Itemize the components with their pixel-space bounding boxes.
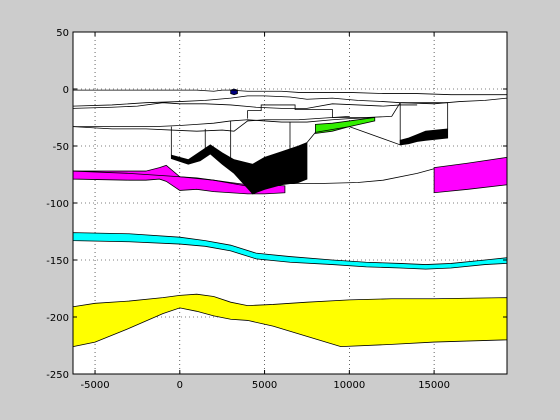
y-tick-labels: 50 0 -50 -100 -150 -200 -250 [46, 28, 69, 381]
x-tick-label: 0 [177, 380, 183, 391]
band-5 [399, 128, 449, 146]
boundary-line-5 [247, 102, 401, 119]
boundary-line-7 [306, 102, 401, 146]
x-tick-label: 5000 [252, 380, 277, 391]
x-tick-label: 10000 [333, 380, 365, 391]
y-tick-label: -200 [46, 313, 69, 324]
x-tick-label: -5000 [81, 380, 110, 391]
band-2 [72, 164, 286, 195]
boundary-line-0 [73, 89, 507, 96]
y-tick-label: -250 [46, 370, 69, 381]
y-tick-label: -100 [46, 199, 69, 210]
band-4 [170, 141, 308, 195]
boundary-line-3 [73, 117, 375, 128]
ticks [73, 31, 507, 375]
boundary-line-1 [72, 95, 508, 107]
y-tick-label: -150 [46, 256, 69, 267]
boundary-line-9 [72, 168, 435, 188]
x-tick-label: 15000 [418, 380, 450, 391]
boundary-line-2 [72, 102, 418, 109]
plot-lines [72, 89, 508, 188]
x-tick-labels: -5000 0 5000 10000 15000 [81, 380, 451, 391]
boundary-line-8 [400, 102, 449, 129]
y-tick-label: 50 [56, 28, 69, 39]
y-tick-label: 0 [63, 85, 69, 96]
y-tick-label: -50 [53, 142, 69, 153]
boundary-line-4 [72, 115, 350, 132]
